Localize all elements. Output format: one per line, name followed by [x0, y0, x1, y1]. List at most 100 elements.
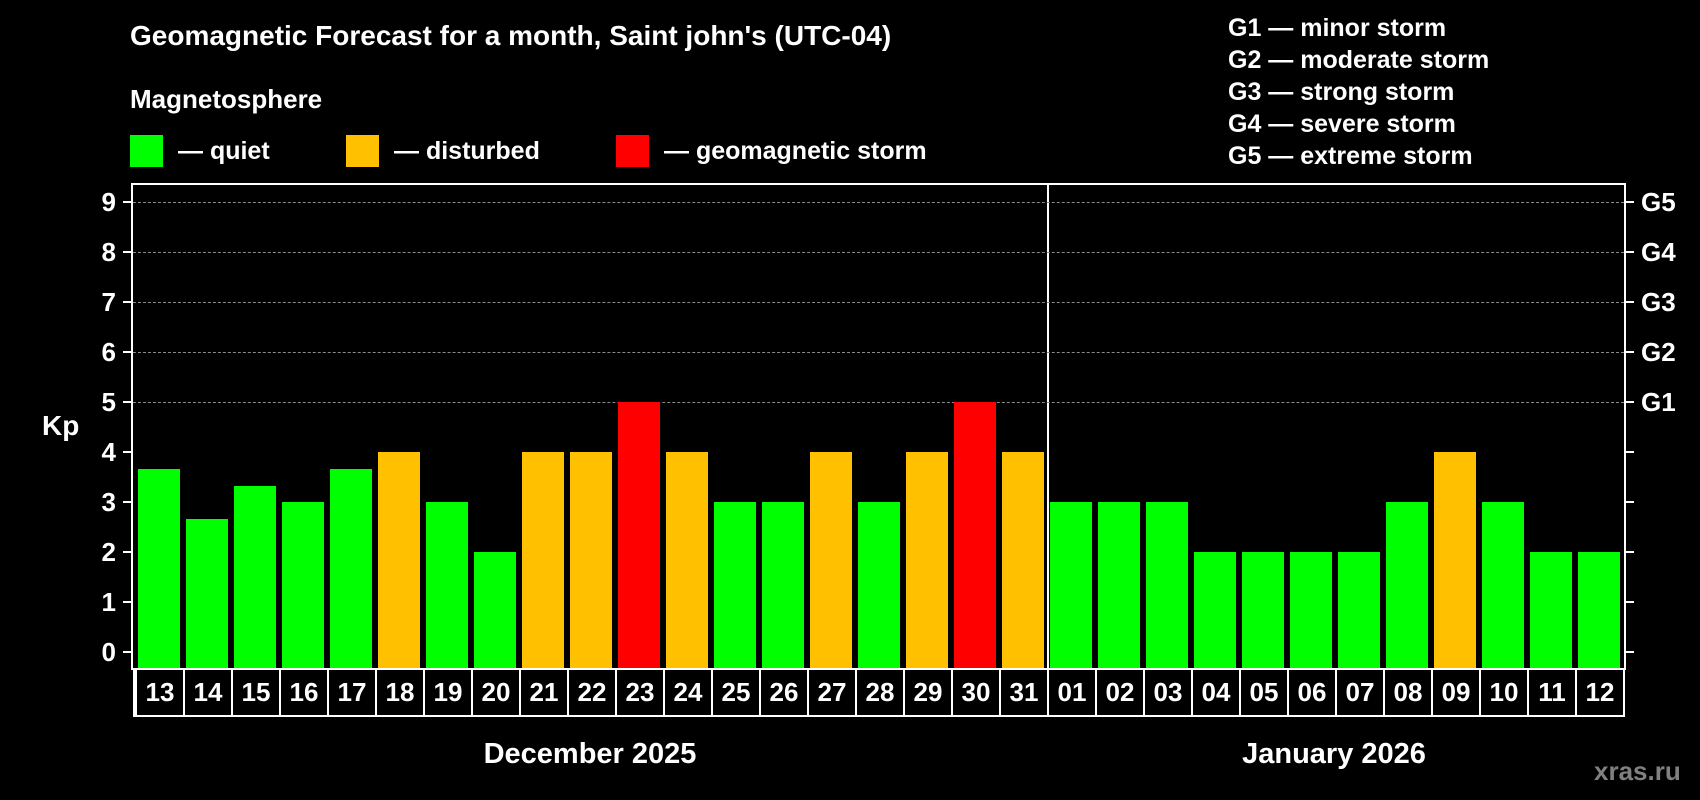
kp-bar-03	[1146, 502, 1188, 668]
y-tick	[123, 301, 131, 303]
right-tick	[1626, 451, 1634, 453]
kp-bar-21	[522, 452, 564, 668]
date-label: 02	[1095, 669, 1143, 715]
kp-bar-01	[1050, 502, 1092, 668]
y-tick	[123, 601, 131, 603]
y-tick	[123, 501, 131, 503]
right-tick	[1626, 251, 1634, 253]
y-axis-label: Kp	[42, 410, 80, 441]
date-label: 30	[951, 669, 999, 715]
month-divider	[1047, 185, 1049, 668]
chart-title: Geomagnetic Forecast for a month, Saint …	[130, 20, 892, 51]
y-tick-label: 1	[101, 587, 116, 617]
y-tick-label: 3	[101, 487, 116, 517]
y-tick	[123, 351, 131, 353]
kp-bar-14	[186, 518, 228, 668]
kp-bar-24	[666, 452, 708, 668]
y-tick-label: 7	[101, 287, 116, 317]
date-label: 24	[663, 669, 711, 715]
y-tick-label: 5	[101, 387, 116, 417]
gridline	[133, 202, 1624, 203]
legend-label: — geomagnetic storm	[664, 136, 927, 165]
kp-bar-30	[954, 402, 996, 668]
kp-bar-08	[1386, 502, 1428, 668]
g-legend-row: G4 — severe storm	[1228, 110, 1456, 138]
date-label: 12	[1575, 669, 1623, 715]
date-label: 28	[855, 669, 903, 715]
g-legend-row: G5 — extreme storm	[1228, 142, 1473, 170]
disturbed-swatch	[346, 135, 379, 167]
right-tick	[1626, 301, 1634, 303]
date-label: 09	[1431, 669, 1479, 715]
kp-bar-04	[1194, 552, 1236, 668]
legend-item-disturbed: — disturbed	[346, 135, 540, 167]
kp-bar-16	[282, 502, 324, 668]
gridline	[133, 252, 1624, 253]
kp-bar-15	[234, 485, 276, 668]
kp-bar-19	[426, 502, 468, 668]
gridline	[133, 302, 1624, 303]
date-label: 16	[279, 669, 327, 715]
kp-bar-06	[1290, 552, 1332, 668]
date-label: 07	[1335, 669, 1383, 715]
date-label: 05	[1239, 669, 1287, 715]
kp-bar-31	[1002, 452, 1044, 668]
kp-bar-12	[1578, 552, 1620, 668]
legend-item-storm: — geomagnetic storm	[616, 135, 927, 167]
right-tick	[1626, 201, 1634, 203]
y-tick-label: 6	[101, 337, 116, 367]
y-tick	[123, 201, 131, 203]
y-tick	[123, 401, 131, 403]
plot-area	[131, 183, 1626, 670]
kp-bar-29	[906, 452, 948, 668]
g-level-label: G1	[1641, 387, 1676, 417]
g-legend-row: G1 — minor storm	[1228, 14, 1447, 42]
date-label: 14	[183, 669, 231, 715]
kp-bar-28	[858, 502, 900, 668]
date-label: 11	[1527, 669, 1575, 715]
storm-swatch	[616, 135, 649, 167]
right-tick	[1626, 351, 1634, 353]
gridline	[133, 402, 1624, 403]
kp-bar-13	[138, 468, 180, 668]
kp-bar-27	[810, 452, 852, 668]
kp-bar-11	[1530, 552, 1572, 668]
date-label: 17	[327, 669, 375, 715]
y-tick	[123, 551, 131, 553]
g-level-label: G2	[1641, 337, 1676, 367]
gridline	[133, 352, 1624, 353]
date-label: 01	[1047, 669, 1095, 715]
kp-bar-25	[714, 502, 756, 668]
kp-bar-07	[1338, 552, 1380, 668]
y-tick-label: 2	[101, 537, 116, 567]
date-label: 03	[1143, 669, 1191, 715]
kp-bar-20	[474, 552, 516, 668]
kp-bar-17	[330, 468, 372, 668]
right-tick	[1626, 551, 1634, 553]
g-level-label: G5	[1641, 187, 1676, 217]
kp-bar-10	[1482, 502, 1524, 668]
right-tick	[1626, 401, 1634, 403]
date-label: 25	[711, 669, 759, 715]
kp-bar-22	[570, 452, 612, 668]
g-legend-row: G2 — moderate storm	[1228, 46, 1490, 74]
kp-bar-18	[378, 452, 420, 668]
right-tick	[1626, 601, 1634, 603]
quiet-swatch	[130, 135, 163, 167]
y-tick	[123, 651, 131, 653]
kp-bar-23	[618, 402, 660, 668]
month-label-december: December 2025	[483, 738, 697, 770]
date-label: 08	[1383, 669, 1431, 715]
date-label: 10	[1479, 669, 1527, 715]
right-tick	[1626, 501, 1634, 503]
date-label: 29	[903, 669, 951, 715]
legend-label: — disturbed	[394, 136, 540, 165]
kp-bar-05	[1242, 552, 1284, 668]
date-label: 13	[135, 669, 183, 715]
date-labels-row: 13 14 15 16 17 18 19 20 21 22 23 24 25 26 27 28 29 30 31 01…	[133, 669, 1625, 717]
date-label: 20	[471, 669, 519, 715]
y-tick-label: 8	[101, 237, 116, 267]
date-label: 26	[759, 669, 807, 715]
date-label: 19	[423, 669, 471, 715]
date-label: 27	[807, 669, 855, 715]
